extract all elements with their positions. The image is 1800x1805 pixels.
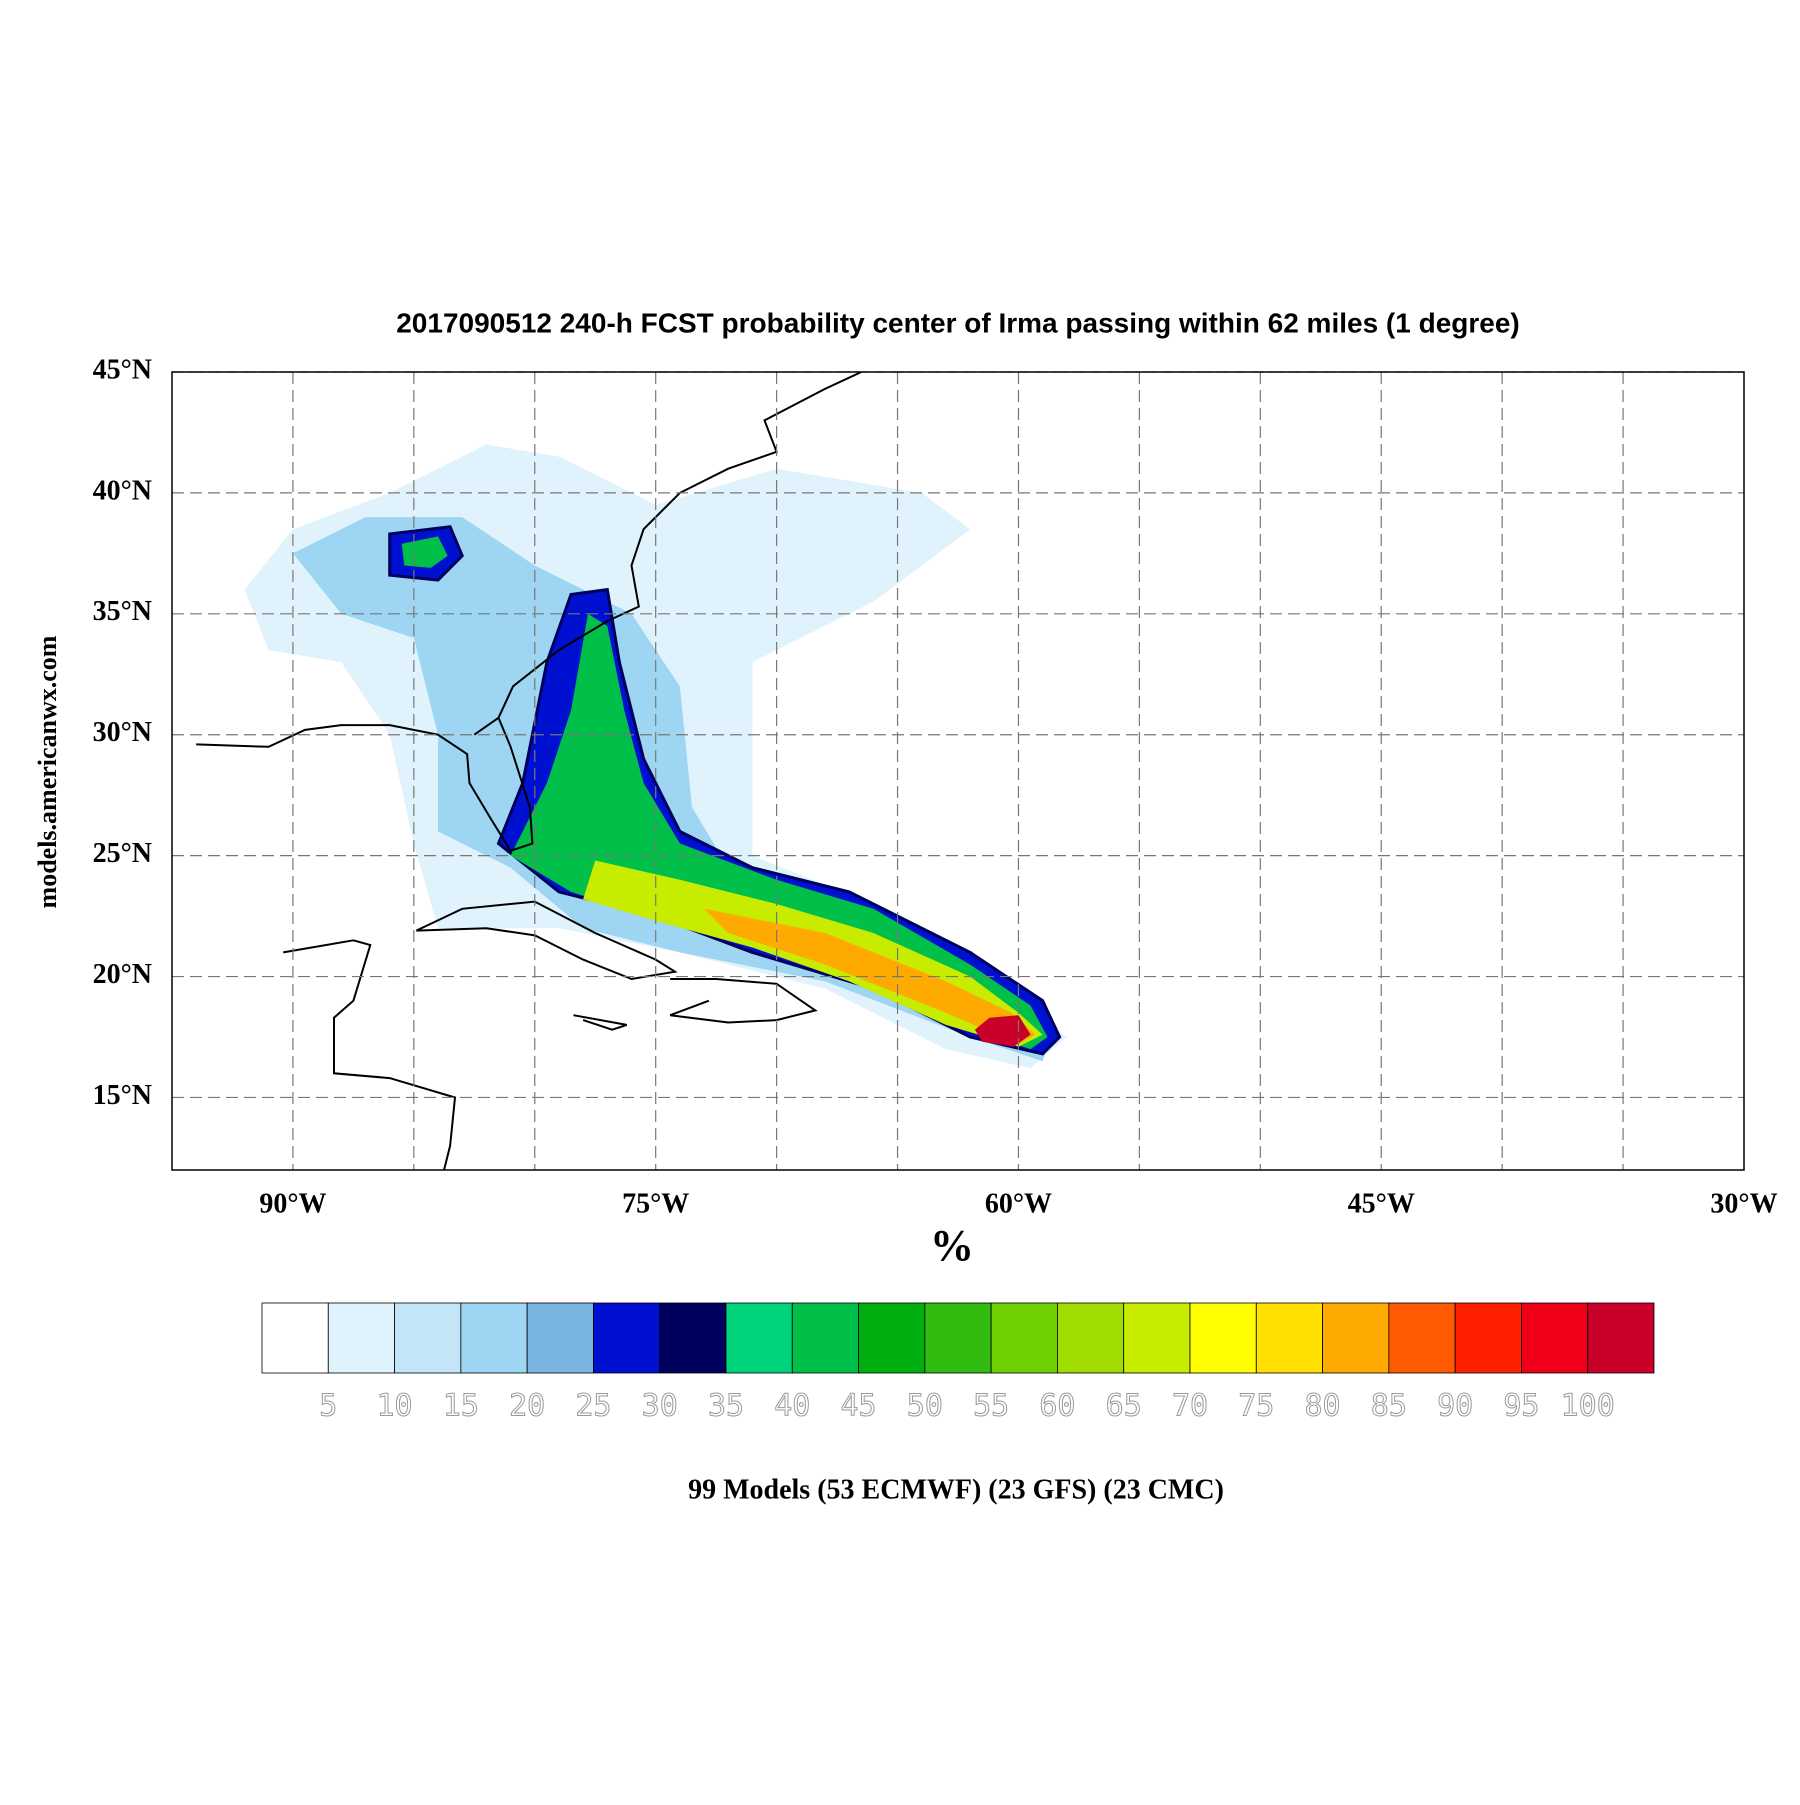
- colorbar-label: 70: [1172, 1389, 1208, 1424]
- y-tick-label: 20°N: [93, 959, 152, 990]
- x-tick-label: 90°W: [259, 1188, 326, 1219]
- colorbar-box: [659, 1302, 727, 1374]
- coastline: [669, 978, 818, 1024]
- colorbar-label: 35: [708, 1389, 744, 1424]
- colorbar-label: 55: [973, 1389, 1009, 1424]
- footnote: 99 Models (53 ECMWF) (23 GFS) (23 CMC): [688, 1474, 1224, 1505]
- colorbar-box: [924, 1302, 992, 1374]
- y-tick-label: 15°N: [93, 1080, 152, 1111]
- coastline: [573, 1014, 628, 1031]
- colorbar-box: [791, 1302, 859, 1374]
- colorbar-box: [1587, 1302, 1655, 1374]
- y-tick-label: 30°N: [93, 717, 152, 748]
- colorbar-label: 60: [1039, 1389, 1075, 1424]
- colorbar-label: 25: [575, 1389, 611, 1424]
- colorbar-box: [1057, 1302, 1125, 1374]
- colorbar-box: [1255, 1302, 1323, 1374]
- y-tick-label: 25°N: [93, 838, 152, 869]
- y-axis-label: models.americanwx.com: [33, 635, 62, 908]
- colorbar-label: 75: [1238, 1389, 1274, 1424]
- colorbar-box: [858, 1302, 926, 1374]
- x-tick-label: 45°W: [1348, 1188, 1415, 1219]
- colorbar-label: 95: [1503, 1389, 1539, 1424]
- colorbar-box: [990, 1302, 1058, 1374]
- x-tick-label: 60°W: [985, 1188, 1052, 1219]
- colorbar-label: 40: [774, 1389, 810, 1424]
- colorbar-label: 10: [377, 1389, 413, 1424]
- y-tick-label: 40°N: [93, 475, 152, 506]
- colorbar-box: [1123, 1302, 1191, 1374]
- colorbar-box: [526, 1302, 594, 1374]
- colorbar-box: [1521, 1302, 1589, 1374]
- colorbar-label: 15: [443, 1389, 479, 1424]
- colorbar-label: 100: [1561, 1389, 1615, 1424]
- probability-area: [704, 908, 1036, 1045]
- colorbar-box: [1388, 1302, 1456, 1374]
- colorbar-label: 85: [1371, 1389, 1407, 1424]
- x-tick-label: 75°W: [622, 1188, 689, 1219]
- colorbar-box: [1454, 1302, 1522, 1374]
- y-tick-label: 45°N: [93, 354, 152, 385]
- colorbar-label: 80: [1305, 1389, 1341, 1424]
- colorbar-label: 30: [642, 1389, 678, 1424]
- probability-area: [974, 1015, 1031, 1047]
- map-layer: [196, 372, 1067, 1170]
- map-frame: [171, 371, 1745, 1171]
- probability-area: [510, 613, 1048, 1050]
- coastline: [415, 900, 678, 981]
- x-tick-label: 30°W: [1710, 1188, 1777, 1219]
- colorbar-box: [327, 1302, 395, 1374]
- y-tick-label: 35°N: [93, 596, 152, 627]
- colorbar-box: [725, 1302, 793, 1374]
- colorbar-box: [1189, 1302, 1257, 1374]
- coastline: [283, 939, 354, 954]
- coastline: [333, 939, 457, 1170]
- chart-title: 2017090512 240-h FCST probability center…: [396, 307, 1520, 338]
- colorbar-box: [394, 1302, 462, 1374]
- colorbar-box: [1322, 1302, 1390, 1374]
- colorbar-box: [460, 1302, 528, 1374]
- coastline: [196, 716, 534, 852]
- colorbar-label: 90: [1437, 1389, 1473, 1424]
- colorbar-label: 50: [907, 1389, 943, 1424]
- colorbar-label: 65: [1106, 1389, 1142, 1424]
- colorbar-label: 45: [841, 1389, 877, 1424]
- colorbar-label: 5: [319, 1389, 337, 1424]
- colorbar-box: [261, 1302, 329, 1374]
- coastline: [497, 372, 862, 719]
- colorbar-label: 20: [509, 1389, 545, 1424]
- colorbar-box: [593, 1302, 661, 1374]
- x-axis-label: %: [930, 1221, 974, 1270]
